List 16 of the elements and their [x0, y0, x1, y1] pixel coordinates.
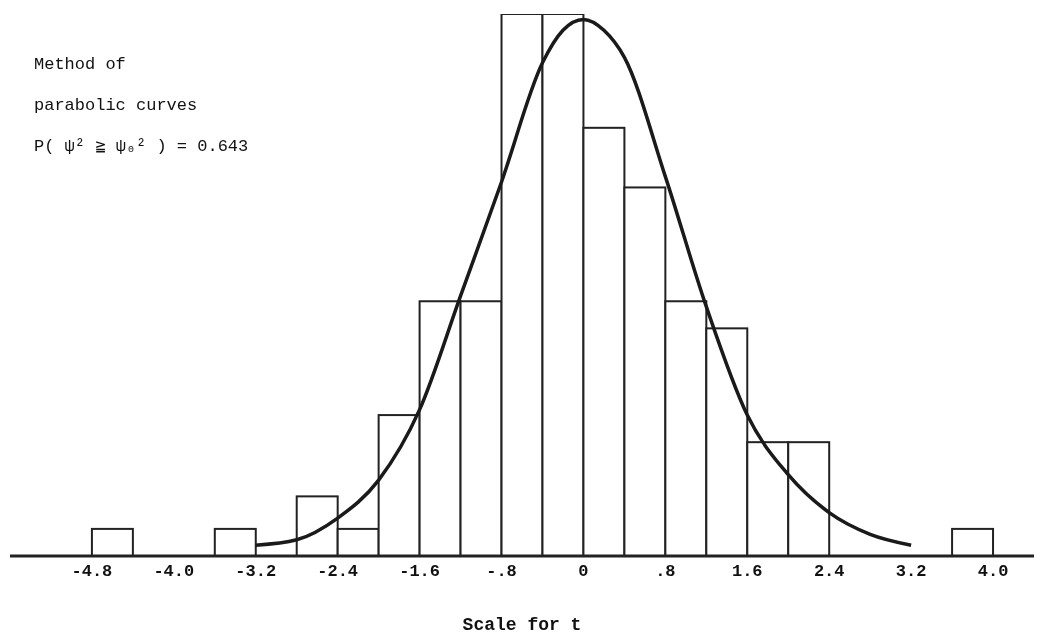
x-tick-label: 1.6	[731, 562, 763, 582]
x-tick-label: -2.4	[317, 562, 359, 582]
x-tick-label: -1.6	[399, 562, 441, 582]
x-axis-title: Scale for t	[462, 615, 582, 635]
x-tick-label: -3.2	[235, 562, 277, 582]
x-tick-label: 4.0	[977, 562, 1009, 582]
x-tick-label: -.8	[486, 562, 517, 582]
x-tick-label: -4.8	[71, 562, 113, 582]
x-tick-label: 3.2	[895, 562, 927, 582]
annotation: Method of	[34, 54, 127, 76]
annotation: P( ψ² ≧ ψ₀² ) = 0.643	[34, 136, 249, 158]
x-tick-label: 0	[578, 562, 589, 582]
annotation: parabolic curves	[34, 95, 199, 117]
x-tick-label: 2.4	[813, 562, 845, 582]
x-tick-label: -4.0	[153, 562, 195, 582]
x-tick-label: .8	[655, 562, 676, 582]
